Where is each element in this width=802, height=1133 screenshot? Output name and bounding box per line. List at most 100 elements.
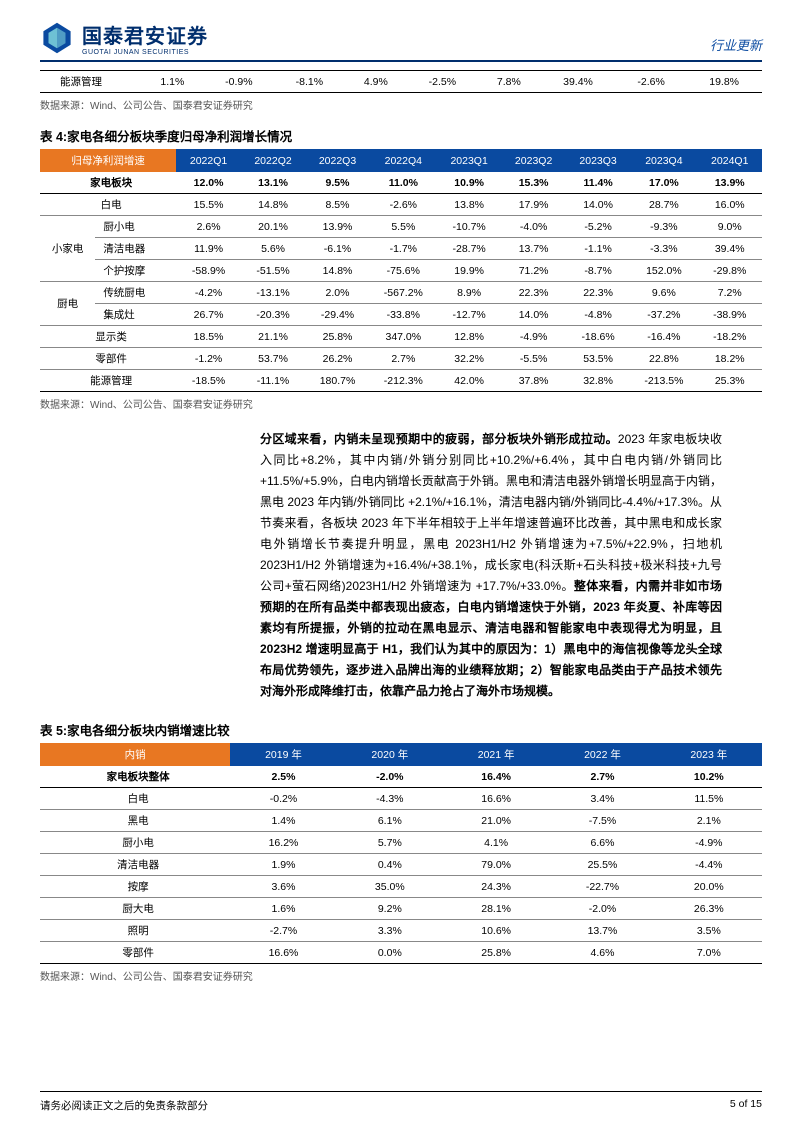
value-cell: 10.6%: [443, 920, 549, 942]
value-cell: 9.2%: [337, 898, 443, 920]
source-note-3: 数据来源：Wind、公司公告、国泰君安证券研究: [40, 968, 762, 983]
page-footer: 请务必阅读正文之后的免责条款部分 5 of 15: [40, 1091, 762, 1113]
value-cell: 71.2%: [501, 260, 565, 282]
table-row: 显示类18.5%21.1%25.8%347.0%12.8%-4.9%-18.6%…: [40, 326, 762, 348]
value-cell: 17.9%: [501, 194, 565, 216]
name-cell: 清洁电器: [40, 854, 230, 876]
value-cell: 24.3%: [443, 876, 549, 898]
table-row: 厨小电16.2%5.7%4.1%6.6%-4.9%: [40, 832, 762, 854]
table-row: 家电板块整体2.5%-2.0%16.4%2.7%10.2%: [40, 766, 762, 788]
value-cell: -75.6%: [370, 260, 437, 282]
value-cell: -16.4%: [630, 326, 697, 348]
value-cell: 2.7%: [549, 766, 655, 788]
table-row: 个护按摩-58.9%-51.5%14.8%-75.6%19.9%71.2%-8.…: [40, 260, 762, 282]
name-cell: 零部件: [40, 348, 176, 370]
value-cell: 6.1%: [337, 810, 443, 832]
value-cell: -12.7%: [437, 304, 501, 326]
para-trail: 整体来看，内需并非如市场预期的在所有品类中都表现出疲态，白电内销增速快于外销，2…: [260, 579, 722, 698]
value-cell: -2.7%: [230, 920, 336, 942]
value-cell: 13.7%: [549, 920, 655, 942]
value-cell: 10.2%: [656, 766, 762, 788]
table5: 内销2019 年2020 年2021 年2022 年2023 年家电板块整体2.…: [40, 743, 762, 964]
value-cell: -9.3%: [630, 216, 697, 238]
t4-col: 2023Q4: [630, 149, 697, 172]
value-cell: 1.6%: [230, 898, 336, 920]
value-cell: 1.9%: [230, 854, 336, 876]
t4-col: 2023Q2: [501, 149, 565, 172]
disclaimer-text: 请务必阅读正文之后的免责条款部分: [40, 1098, 208, 1113]
value-cell: 9.5%: [305, 172, 369, 194]
value-cell: 32.2%: [437, 348, 501, 370]
value-cell: 16.6%: [230, 942, 336, 964]
value-cell: 9.6%: [630, 282, 697, 304]
value-cell: 25.8%: [443, 942, 549, 964]
name-cell: 厨小电: [95, 216, 176, 238]
cat-cell: 小家电: [40, 216, 95, 282]
value-cell: 5.7%: [337, 832, 443, 854]
value-cell: -7.5%: [549, 810, 655, 832]
value-cell: 20.1%: [241, 216, 305, 238]
value-cell: -18.6%: [566, 326, 630, 348]
table-row: 白电-0.2%-4.3%16.6%3.4%11.5%: [40, 788, 762, 810]
value-cell: -28.7%: [437, 238, 501, 260]
value-cell: 13.9%: [305, 216, 369, 238]
orphan-data-row: 能源管理 1.1% -0.9% -8.1% 4.9% -2.5% 7.8% 39…: [40, 70, 762, 93]
name-cell: 厨大电: [40, 898, 230, 920]
value-cell: 347.0%: [370, 326, 437, 348]
value-cell: -3.3%: [630, 238, 697, 260]
value-cell: 7.2%: [697, 282, 762, 304]
value-cell: 15.3%: [501, 172, 565, 194]
value-cell: 18.5%: [176, 326, 240, 348]
value-cell: -2.6%: [370, 194, 437, 216]
value-cell: 26.7%: [176, 304, 240, 326]
doc-type-label: 行业更新: [710, 35, 762, 56]
value-cell: -4.0%: [501, 216, 565, 238]
value-cell: -6.1%: [305, 238, 369, 260]
value-cell: -2.0%: [337, 766, 443, 788]
value-cell: 0.0%: [337, 942, 443, 964]
t4-col: 2022Q2: [241, 149, 305, 172]
table5-title: 表 5:家电各细分板块内销增速比较: [40, 720, 762, 739]
table-row: 小家电厨小电2.6%20.1%13.9%5.5%-10.7%-4.0%-5.2%…: [40, 216, 762, 238]
value-cell: 14.8%: [241, 194, 305, 216]
value-cell: 26.2%: [305, 348, 369, 370]
value-cell: -58.9%: [176, 260, 240, 282]
table-row: 清洁电器11.9%5.6%-6.1%-1.7%-28.7%13.7%-1.1%-…: [40, 238, 762, 260]
value-cell: -0.2%: [230, 788, 336, 810]
table-row: 集成灶26.7%-20.3%-29.4%-33.8%-12.7%14.0%-4.…: [40, 304, 762, 326]
value-cell: 13.9%: [697, 172, 762, 194]
value-cell: 22.8%: [630, 348, 697, 370]
value-cell: -22.7%: [549, 876, 655, 898]
row-label: 能源管理: [40, 71, 141, 93]
table-row: 照明-2.7%3.3%10.6%13.7%3.5%: [40, 920, 762, 942]
table-row: 零部件16.6%0.0%25.8%4.6%7.0%: [40, 942, 762, 964]
table-row: 厨电传统厨电-4.2%-13.1%2.0%-567.2%8.9%22.3%22.…: [40, 282, 762, 304]
page-number: 5 of 15: [730, 1098, 762, 1113]
value-cell: 5.6%: [241, 238, 305, 260]
value-cell: -29.8%: [697, 260, 762, 282]
value-cell: 16.0%: [697, 194, 762, 216]
value-cell: -567.2%: [370, 282, 437, 304]
value-cell: -4.9%: [656, 832, 762, 854]
t4-col: 2023Q1: [437, 149, 501, 172]
value-cell: 18.2%: [697, 348, 762, 370]
value-cell: 13.8%: [437, 194, 501, 216]
table4: 归母净利润增速2022Q12022Q22022Q32022Q42023Q1202…: [40, 149, 762, 392]
table4-title: 表 4:家电各细分板块季度归母净利润增长情况: [40, 126, 762, 145]
value-cell: 3.6%: [230, 876, 336, 898]
t4-col: 2022Q4: [370, 149, 437, 172]
value-cell: 42.0%: [437, 370, 501, 392]
value-cell: -33.8%: [370, 304, 437, 326]
name-cell: 个护按摩: [95, 260, 176, 282]
name-cell: 家电板块整体: [40, 766, 230, 788]
value-cell: 28.1%: [443, 898, 549, 920]
value-cell: -2.0%: [549, 898, 655, 920]
value-cell: 8.9%: [437, 282, 501, 304]
value-cell: 14.8%: [305, 260, 369, 282]
value-cell: 4.6%: [549, 942, 655, 964]
value-cell: 10.9%: [437, 172, 501, 194]
name-cell: 家电板块: [40, 172, 176, 194]
value-cell: -38.9%: [697, 304, 762, 326]
table-row: 白电15.5%14.8%8.5%-2.6%13.8%17.9%14.0%28.7…: [40, 194, 762, 216]
value-cell: 16.6%: [443, 788, 549, 810]
